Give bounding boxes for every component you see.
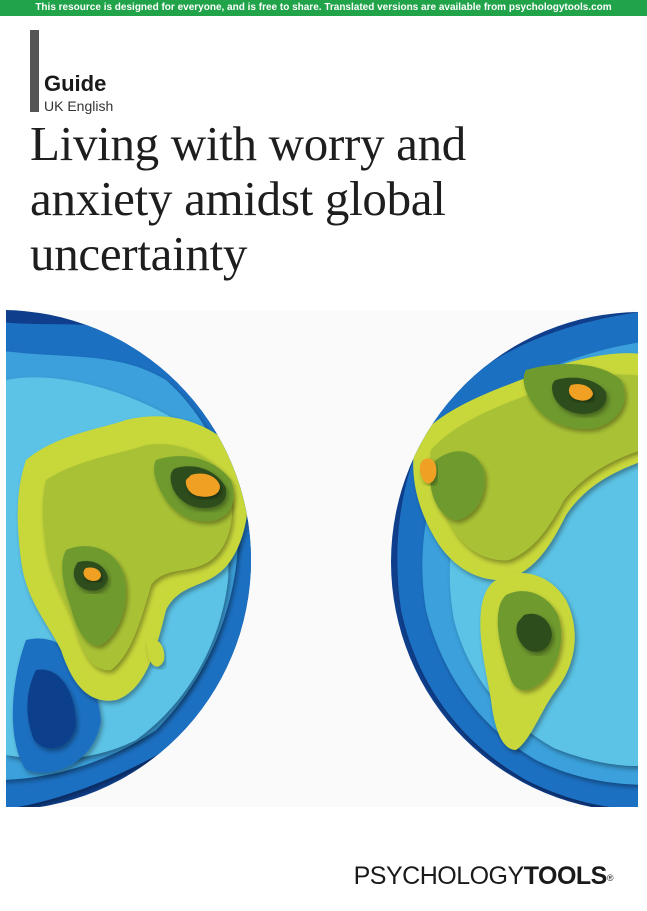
left-globe-half	[6, 310, 251, 807]
globe-illustration	[6, 310, 638, 807]
right-globe-half	[391, 312, 638, 807]
doc-type: Guide	[44, 71, 107, 96]
brand-word-psychology: PSYCHOLOGY	[353, 862, 525, 890]
registered-mark: ®	[606, 873, 614, 883]
doc-language: UK English	[44, 98, 114, 114]
brand-word-tools: TOOLS	[523, 862, 608, 890]
doc-marker-bar	[30, 30, 39, 112]
page-title: Living with worry and anxiety amidst glo…	[30, 116, 466, 281]
psychology-tools-logo: PSYCHOLOGYTOOLS®	[353, 861, 614, 891]
top-banner: This resource is designed for everyone, …	[0, 0, 647, 16]
globe-halves-art	[6, 310, 638, 807]
